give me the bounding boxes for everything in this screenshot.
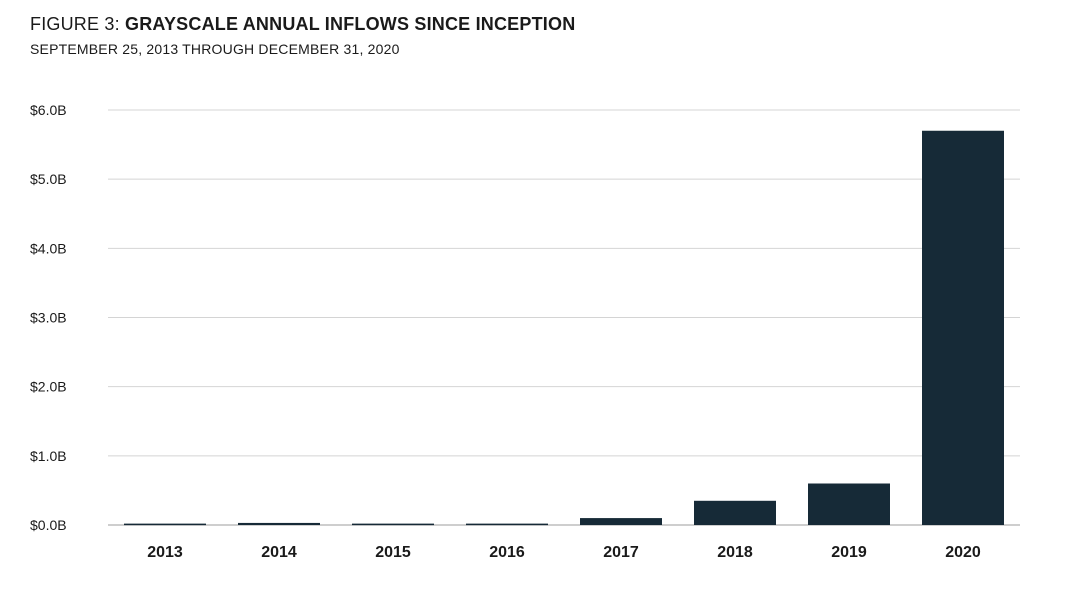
bar-2014: [238, 522, 320, 525]
bar-2018: [694, 500, 776, 525]
x-tick-label: 2017: [603, 544, 639, 561]
y-tick-label: $1.0B: [30, 448, 67, 464]
y-tick-label: $0.0B: [30, 517, 67, 533]
chart-title: FIGURE 3: GRAYSCALE ANNUAL INFLOWS SINCE…: [30, 12, 575, 36]
bar-2019: [808, 483, 890, 525]
bar-2020: [922, 130, 1004, 525]
x-tick-label: 2019: [831, 544, 867, 561]
x-axis-ticks: 2013 2014 2015 2016 2017 2018 2019 2020: [147, 544, 981, 561]
bar-2016: [466, 523, 548, 526]
x-tick-label: 2015: [375, 544, 411, 561]
x-tick-label: 2018: [717, 544, 753, 561]
x-tick-label: 2014: [261, 544, 297, 561]
x-tick-label: 2013: [147, 544, 183, 561]
y-tick-label: $4.0B: [30, 240, 67, 256]
x-tick-label: 2016: [489, 544, 525, 561]
y-tick-label: $3.0B: [30, 310, 67, 326]
gridlines: [108, 109, 1020, 526]
x-tick-label: 2020: [945, 544, 981, 561]
chart-title-text: GRAYSCALE ANNUAL INFLOWS SINCE INCEPTION: [125, 14, 576, 34]
y-tick-label: $2.0B: [30, 379, 67, 395]
chart-header: FIGURE 3: GRAYSCALE ANNUAL INFLOWS SINCE…: [30, 12, 575, 59]
bars: [124, 130, 1004, 526]
y-tick-label: $5.0B: [30, 171, 67, 187]
bar-2013: [124, 523, 206, 526]
bar-2017: [580, 518, 662, 525]
y-axis-ticks: $0.0B $1.0B $2.0B $3.0B $4.0B $5.0B $6.0B: [30, 102, 67, 533]
chart-subtitle: SEPTEMBER 25, 2013 THROUGH DECEMBER 31, …: [30, 41, 400, 57]
figure-number: FIGURE 3:: [30, 14, 120, 34]
y-tick-label: $6.0B: [30, 102, 67, 118]
bar-2015: [352, 523, 434, 526]
